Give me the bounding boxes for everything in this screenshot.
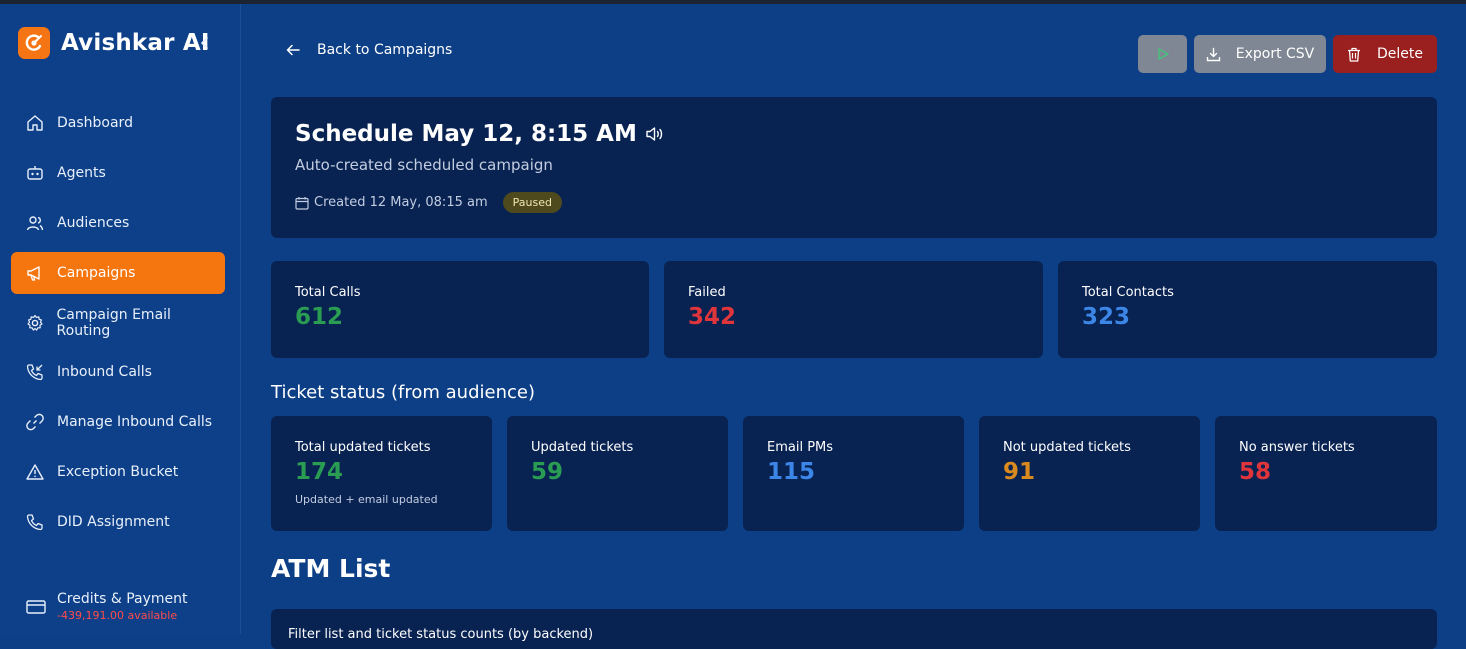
export-csv-button[interactable]: Export CSV — [1194, 35, 1326, 73]
sidebar-item-campaigns[interactable]: Campaigns — [11, 251, 225, 294]
created-date: Created 12 May, 08:15 am — [314, 195, 488, 210]
back-to-campaigns-link[interactable]: Back to Campaigns — [286, 42, 452, 58]
ticket-label: No answer tickets — [1239, 440, 1355, 455]
sidebar-item-agents[interactable]: Agents — [11, 152, 225, 194]
app-name: Avishkar AI — [61, 30, 210, 56]
credits-title: Credits & Payment — [57, 591, 188, 607]
sidebar-item-label: Audiences — [57, 214, 130, 231]
phone-incoming-icon — [25, 362, 45, 382]
ticket-status-heading: Ticket status (from audience) — [271, 382, 535, 403]
users-icon — [25, 213, 45, 233]
gear-icon — [25, 313, 45, 333]
back-label: Back to Campaigns — [317, 42, 453, 58]
stat-card-failed: Failed 342 — [664, 261, 1043, 358]
logo-icon — [18, 27, 50, 59]
sidebar-item-inbound-calls[interactable]: Inbound Calls — [11, 351, 225, 393]
robot-icon — [25, 163, 45, 183]
stat-label: Failed — [688, 285, 726, 300]
sidebar-item-label: Manage Inbound Calls — [57, 414, 213, 431]
link-icon — [25, 412, 45, 432]
stat-card-total-contacts: Total Contacts 323 — [1058, 261, 1437, 358]
sidebar-item-label: Campaigns — [57, 264, 136, 281]
stat-card-total-calls: Total Calls 612 — [271, 261, 649, 358]
brand[interactable]: Avishkar AI — [18, 27, 210, 59]
delete-label: Delete — [1377, 46, 1423, 62]
delete-button[interactable]: Delete — [1333, 35, 1437, 73]
credit-card-icon — [26, 599, 46, 619]
sidebar-item-manage-inbound-calls[interactable]: Manage Inbound Calls — [11, 401, 225, 443]
megaphone-icon — [25, 263, 45, 283]
stat-label: Total Calls — [295, 285, 361, 300]
ticket-card-updated: Updated tickets 59 — [507, 416, 728, 531]
filter-card: Filter list and ticket status counts (by… — [271, 609, 1437, 649]
download-icon — [1206, 46, 1222, 62]
ticket-value: 174 — [295, 459, 344, 485]
window-top-bar — [0, 0, 1466, 4]
trash-icon — [1347, 46, 1363, 62]
phone-icon — [25, 512, 45, 532]
sidebar: Avishkar AI Dashboard Agents Audiences C… — [0, 4, 241, 634]
main-content: Back to Campaigns Export CSV Delete Sche… — [241, 4, 1466, 649]
ticket-label: Updated tickets — [531, 440, 634, 455]
stat-value: 342 — [688, 304, 737, 330]
sidebar-item-exception-bucket[interactable]: Exception Bucket — [11, 451, 225, 493]
sidebar-item-label: Dashboard — [57, 115, 133, 131]
ticket-value: 59 — [531, 459, 564, 485]
campaign-title: Schedule May 12, 8:15 AM — [295, 121, 637, 147]
sidebar-item-label: Agents — [57, 164, 106, 181]
status-badge: Paused — [502, 192, 562, 213]
campaign-meta: Created 12 May, 08:15 am Paused — [295, 192, 562, 213]
sidebar-item-audiences[interactable]: Audiences — [11, 202, 225, 244]
sidebar-item-label: Exception Bucket — [57, 464, 179, 481]
collapse-sidebar-button[interactable] — [197, 32, 213, 54]
sidebar-item-label: Inbound Calls — [57, 364, 152, 381]
stat-value: 612 — [295, 304, 344, 330]
warning-icon — [25, 462, 45, 482]
ticket-subtext: Updated + email updated — [295, 493, 438, 506]
sidebar-item-credits[interactable]: Credits & Payment -439,191.00 available — [26, 591, 188, 622]
chevron-left-icon — [201, 37, 208, 49]
sidebar-item-dashboard[interactable]: Dashboard — [11, 102, 225, 144]
stat-value: 323 — [1082, 304, 1131, 330]
stat-label: Total Contacts — [1082, 285, 1174, 300]
ticket-card-email-pms: Email PMs 115 — [743, 416, 964, 531]
arrow-left-icon — [286, 42, 302, 58]
ticket-value: 115 — [767, 459, 816, 485]
start-campaign-button[interactable] — [1138, 35, 1187, 73]
ticket-value: 91 — [1003, 459, 1036, 485]
ticket-label: Not updated tickets — [1003, 440, 1131, 455]
sidebar-item-label: Campaign Email Routing — [56, 306, 171, 339]
ticket-label: Email PMs — [767, 440, 834, 455]
ticket-card-not-updated: Not updated tickets 91 — [979, 416, 1200, 531]
sidebar-item-campaign-email-routing[interactable]: Campaign Email Routing — [11, 302, 225, 344]
atm-list-heading: ATM List — [271, 554, 391, 583]
campaign-header-card: Schedule May 12, 8:15 AM Auto-created sc… — [271, 97, 1437, 238]
filter-label: Filter list and ticket status counts (by… — [288, 627, 594, 642]
ticket-card-total-updated: Total updated tickets 174 Updated + emai… — [271, 416, 492, 531]
speaker-icon[interactable] — [645, 124, 665, 144]
home-icon — [25, 113, 45, 133]
ticket-value: 58 — [1239, 459, 1272, 485]
export-csv-label: Export CSV — [1235, 46, 1315, 62]
campaign-description: Auto-created scheduled campaign — [295, 156, 553, 174]
ticket-label: Total updated tickets — [295, 440, 431, 455]
credits-balance: -439,191.00 available — [57, 609, 178, 622]
calendar-icon — [295, 195, 310, 210]
sidebar-item-did-assignment[interactable]: DID Assignment — [11, 501, 225, 543]
sidebar-nav: Dashboard Agents Audiences Campaigns Cam… — [11, 102, 225, 551]
sidebar-item-label: DID Assignment — [57, 514, 170, 531]
play-icon — [1157, 48, 1169, 60]
campaign-title-row: Schedule May 12, 8:15 AM — [295, 121, 665, 147]
ticket-card-no-answer: No answer tickets 58 — [1215, 416, 1437, 531]
